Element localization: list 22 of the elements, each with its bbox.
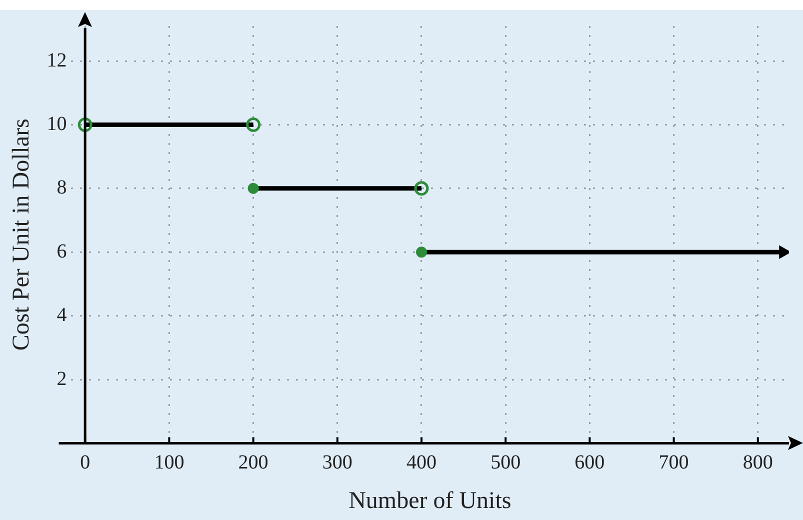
point bbox=[78, 117, 92, 132]
x-tick-label: 500 bbox=[490, 451, 521, 474]
point bbox=[248, 182, 259, 194]
point bbox=[246, 117, 261, 132]
x-tick-label: 300 bbox=[322, 451, 352, 474]
point bbox=[416, 246, 427, 258]
y-axis-title: Cost Per Unit in Dollars bbox=[8, 118, 35, 351]
x-tick-label: 100 bbox=[154, 451, 184, 474]
point bbox=[414, 181, 429, 196]
y-tick-label: 8 bbox=[56, 176, 67, 199]
x-tick-label: 400 bbox=[406, 451, 436, 474]
y-tick-label: 4 bbox=[56, 304, 67, 326]
y-tick-label: 10 bbox=[46, 112, 67, 135]
y-tick-label: 12 bbox=[46, 49, 67, 72]
x-axis-title: Number of Units bbox=[348, 488, 512, 514]
x-tick-label: 200 bbox=[238, 451, 268, 474]
x-tick-label: 600 bbox=[574, 451, 605, 474]
y-tick-label: 2 bbox=[56, 368, 67, 390]
x-tick-label: 0 bbox=[80, 451, 90, 474]
x-tick-label: 800 bbox=[742, 451, 773, 474]
x-tick-label: 700 bbox=[658, 451, 689, 474]
y-tick-label: 6 bbox=[56, 240, 67, 262]
